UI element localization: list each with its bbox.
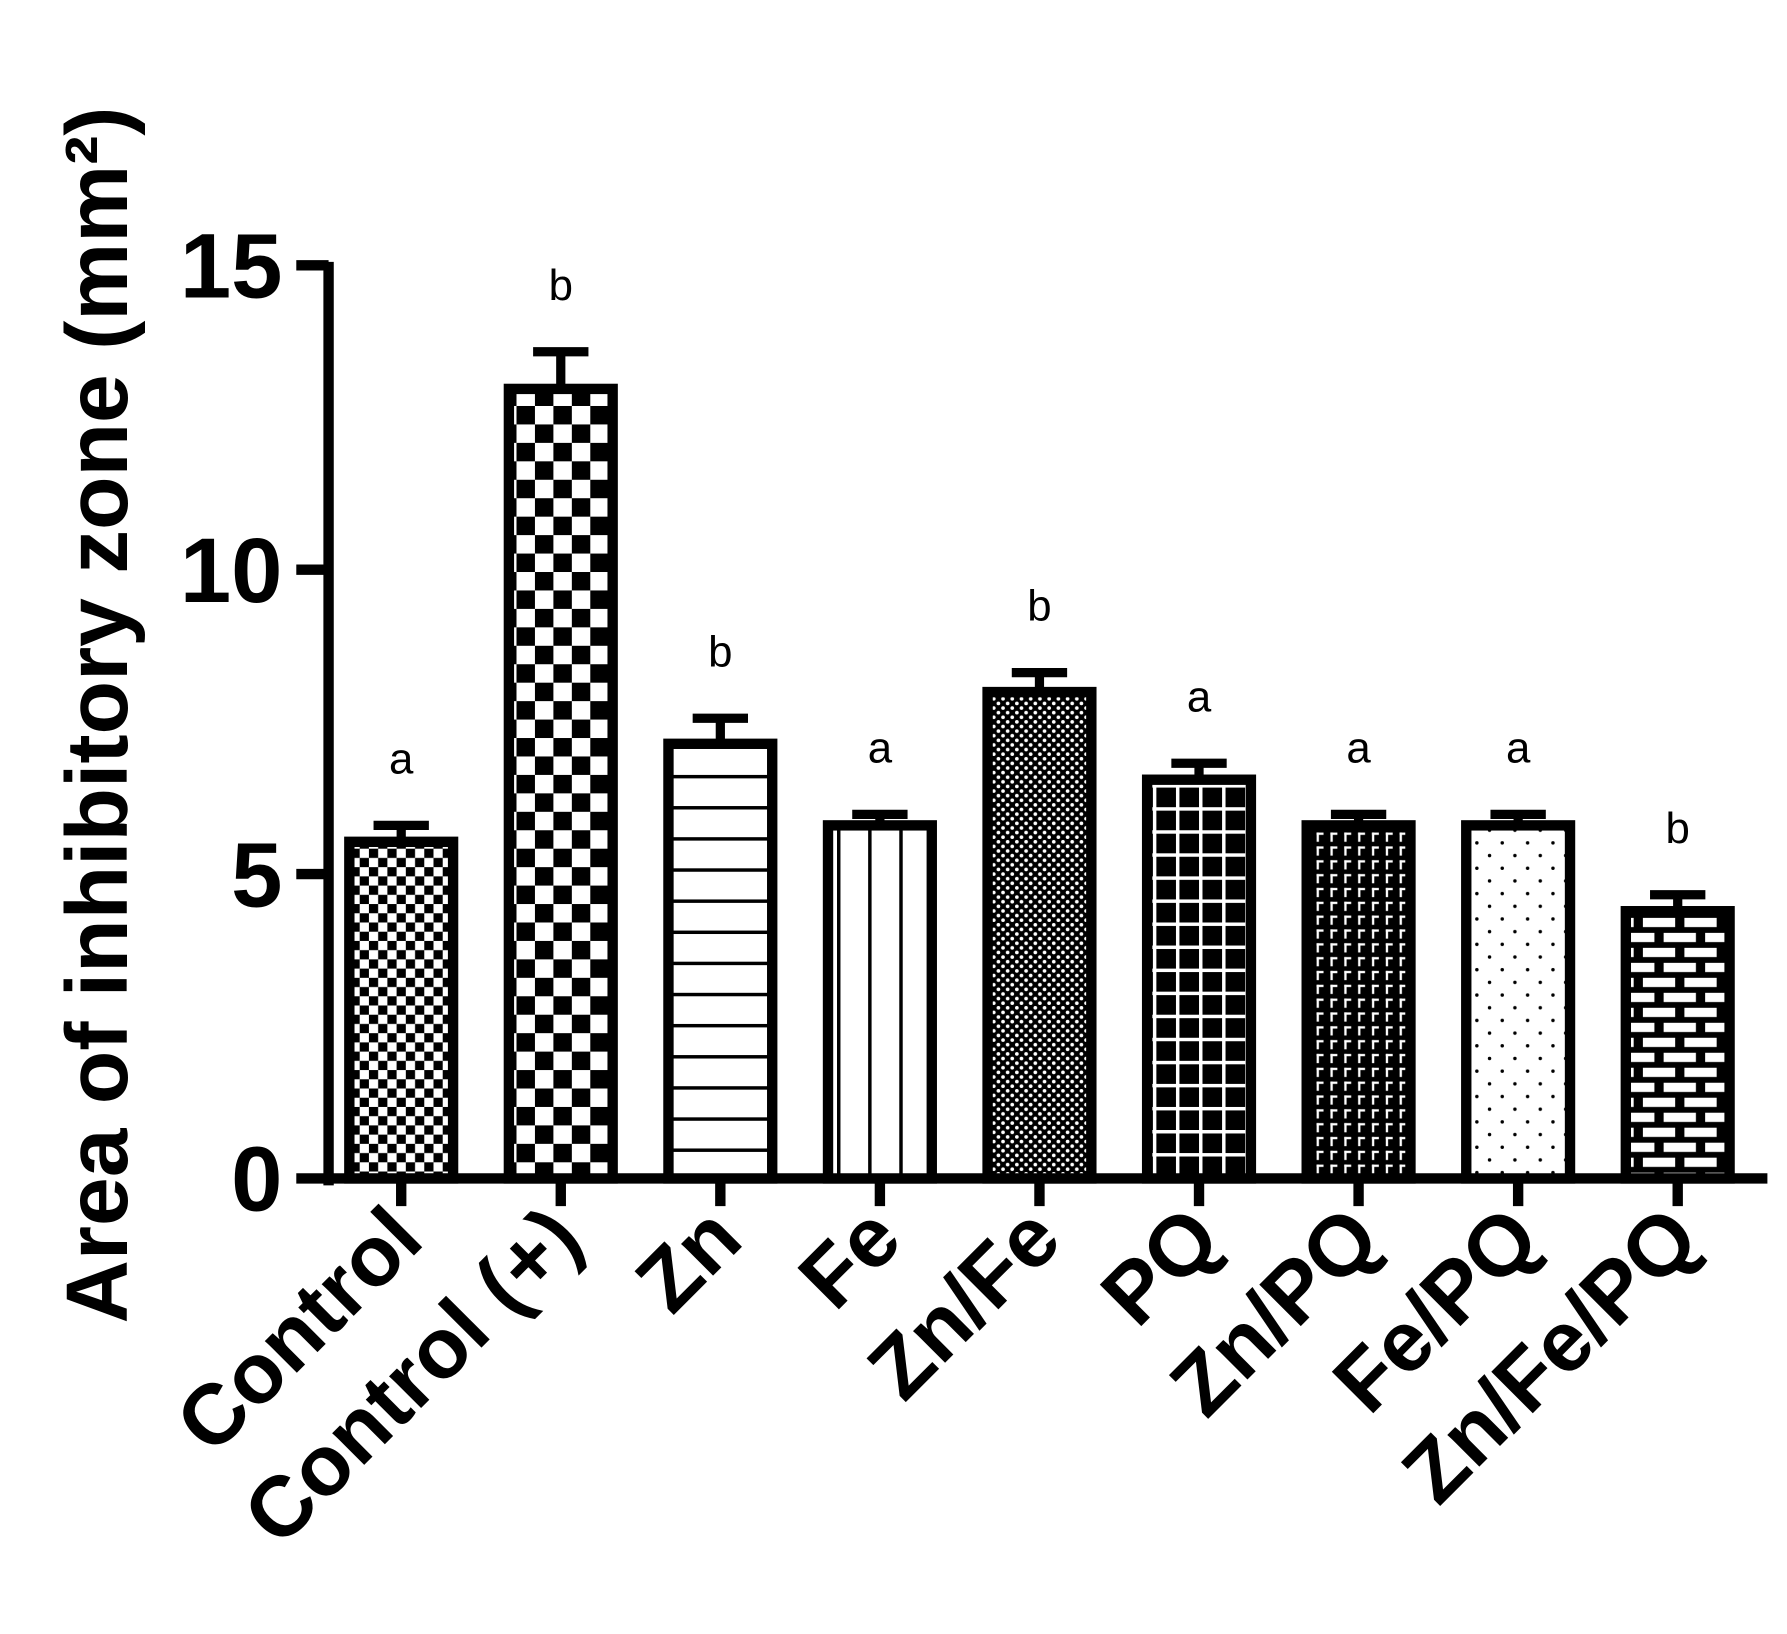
- significance-letter: b: [1027, 582, 1051, 631]
- bar-fe-pq: [1461, 820, 1576, 1184]
- bar-pq: [1141, 774, 1257, 1184]
- bar-zn: [663, 738, 778, 1184]
- significance-letter: b: [549, 261, 573, 310]
- y-tick-label: 10: [180, 519, 283, 622]
- bar-zn-fe: [982, 686, 1097, 1184]
- significance-letter: b: [708, 627, 732, 676]
- bar-control: [344, 836, 459, 1184]
- bar-zn-pq: [1301, 820, 1416, 1184]
- bar-fe: [822, 820, 937, 1184]
- x-tick-label: Zn: [618, 1189, 759, 1330]
- y-tick-label: 0: [231, 1128, 282, 1231]
- bar-zn-fe-pq: [1620, 906, 1735, 1184]
- significance-letter: a: [1187, 672, 1212, 721]
- y-axis-label: Area of inhibitory zone (mm²): [48, 107, 146, 1324]
- significance-letter: a: [868, 724, 893, 773]
- significance-letter: a: [1506, 724, 1531, 773]
- y-tick-label: 5: [231, 823, 282, 926]
- significance-letter: b: [1666, 804, 1690, 853]
- y-tick-label: 15: [180, 215, 283, 318]
- bar-control-: [503, 383, 618, 1184]
- significance-letter: a: [1346, 724, 1371, 773]
- significance-letter: a: [389, 734, 414, 783]
